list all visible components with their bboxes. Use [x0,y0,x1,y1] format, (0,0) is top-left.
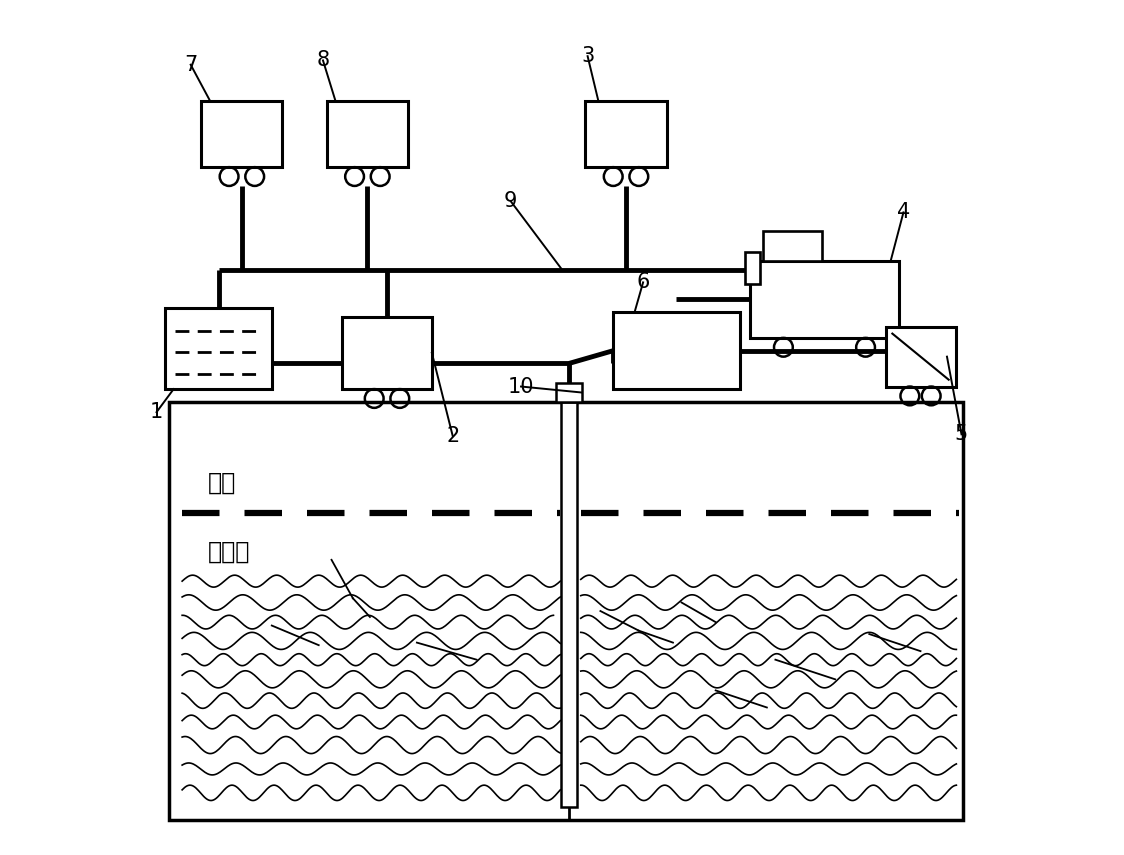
Bar [170,402,963,820]
Bar [201,101,282,167]
Bar [561,402,577,807]
Text: 2: 2 [446,426,460,446]
Text: 4: 4 [897,203,910,222]
Text: 9: 9 [504,192,517,211]
Text: 盖层: 盖层 [208,471,236,495]
Text: 5: 5 [955,424,968,445]
Bar [165,308,272,389]
Text: 6: 6 [636,273,650,292]
Bar [342,316,432,389]
Bar [556,383,581,402]
Text: 10: 10 [508,376,534,397]
Text: 7: 7 [184,55,198,74]
Bar [750,261,899,338]
Bar [886,327,955,386]
Bar [745,251,760,284]
Bar [762,231,823,261]
Bar [586,101,667,167]
Bar [327,101,408,167]
Text: 3: 3 [581,46,595,66]
Text: 1: 1 [149,402,163,422]
Text: 热储层: 热储层 [208,540,251,563]
Bar [614,312,740,389]
Text: 8: 8 [317,50,329,70]
